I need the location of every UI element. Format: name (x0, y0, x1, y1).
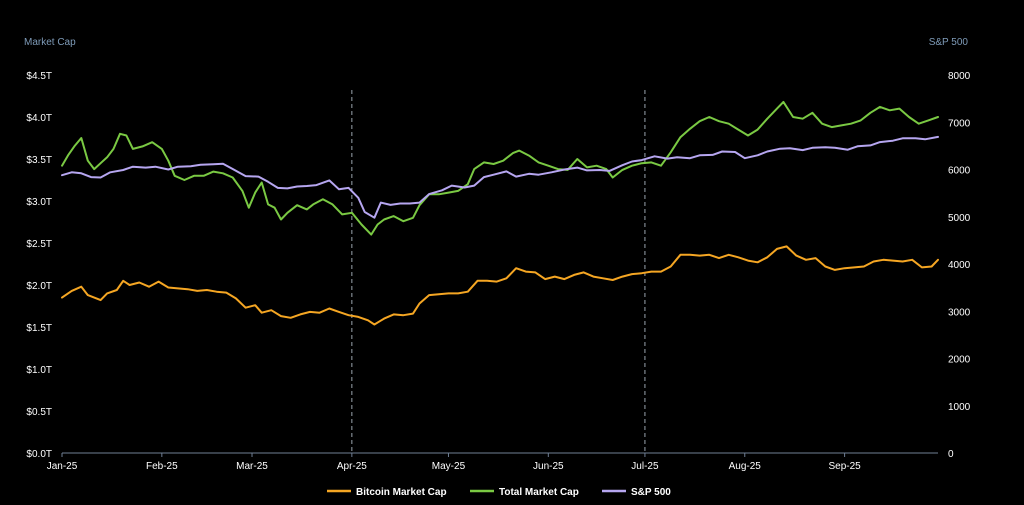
left-tick-label: $3.0T (26, 197, 52, 208)
left-tick-label: $2.0T (26, 281, 52, 292)
series-lines (61, 100, 939, 326)
x-tick-label: Feb-25 (146, 461, 178, 472)
left-axis-title: Market Cap (24, 37, 76, 48)
legend-item-bitcoin-market-cap[interactable]: Bitcoin Market Cap (327, 487, 447, 498)
right-tick-label: 3000 (948, 307, 971, 318)
left-axis-ticks: $0.0T $0.5T $1.0T $1.5T $2.0T $2.5T $3.0T $3.5T… (26, 71, 52, 460)
left-tick-label: $0.5T (26, 407, 52, 418)
right-tick-label: 7000 (948, 118, 971, 129)
left-tick-label: $2.5T (26, 239, 52, 250)
s-p-500-line (61, 135, 939, 219)
left-tick-label: $3.5T (26, 155, 52, 166)
left-tick-label: $0.0T (26, 449, 52, 460)
total-market-cap-line (61, 100, 939, 236)
left-tick-label: $4.5T (26, 71, 52, 82)
x-tick-label: Mar-25 (236, 461, 268, 472)
legend-label: Bitcoin Market Cap (356, 487, 447, 498)
bitcoin-market-cap-line (61, 245, 939, 326)
x-tick-label: Apr-25 (337, 461, 367, 472)
left-tick-label: $4.0T (26, 113, 52, 124)
x-tick-label: May-25 (432, 461, 466, 472)
right-axis-title: S&P 500 (929, 37, 969, 48)
left-tick-label: $1.0T (26, 365, 52, 376)
right-axis-ticks: 0 1000 2000 3000 4000 5000 6000 7000 8000 (948, 71, 971, 460)
x-axis-ticks: Jan-25 Feb-25 Mar-25 Apr-25 May-25 Jun-25 Jul-… (47, 453, 861, 472)
x-tick-label: Jan-25 (47, 461, 78, 472)
left-tick-label: $1.5T (26, 323, 52, 334)
x-tick-label: Aug-25 (729, 461, 762, 472)
x-tick-label: Sep-25 (828, 461, 861, 472)
right-tick-label: 4000 (948, 260, 971, 271)
vertical-markers (351, 90, 646, 453)
legend-item-s-p-500[interactable]: S&P 500 (602, 487, 671, 498)
legend-label: Total Market Cap (499, 487, 579, 498)
legend[interactable]: Bitcoin Market Cap Total Market Cap S&P 50… (327, 487, 671, 498)
right-tick-label: 5000 (948, 213, 971, 224)
x-tick-label: Jul-25 (631, 461, 659, 472)
right-tick-label: 2000 (948, 355, 971, 366)
right-tick-label: 8000 (948, 71, 971, 82)
legend-item-total-market-cap[interactable]: Total Market Cap (470, 487, 579, 498)
right-tick-label: 1000 (948, 402, 971, 413)
x-tick-label: Jun-25 (533, 461, 564, 472)
right-tick-label: 0 (948, 449, 954, 460)
right-tick-label: 6000 (948, 166, 971, 177)
legend-label: S&P 500 (631, 487, 671, 498)
